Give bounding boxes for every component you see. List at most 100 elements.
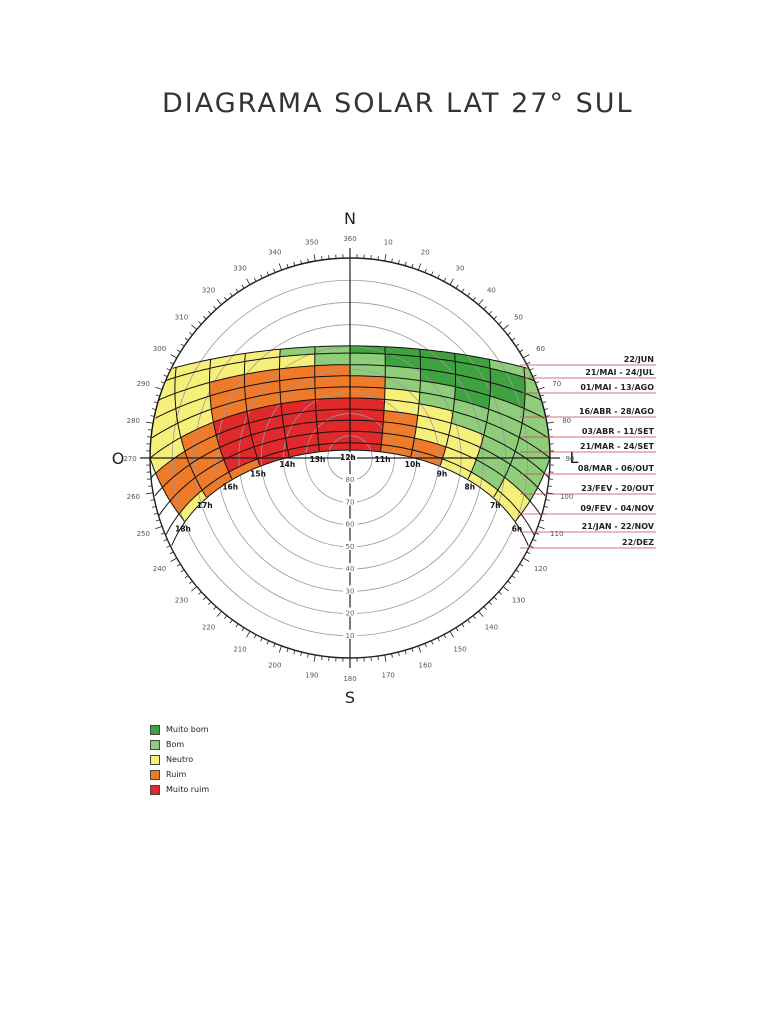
azimuth-tick — [235, 288, 239, 293]
zone-cell — [490, 382, 525, 409]
azimuth-tick — [153, 512, 158, 515]
diagram-labels: 360 10 20 30 40 50 60 70 80 90 100 110 120 130 140 150 1… — [112, 209, 656, 707]
azimuth-label: 180 — [343, 675, 356, 683]
azimuth-tick — [532, 374, 537, 378]
zone-cell — [350, 345, 386, 354]
azimuth-tick — [241, 284, 245, 289]
azimuth-tick — [313, 654, 316, 662]
azimuth-tick — [391, 653, 393, 658]
azimuth-tick — [300, 259, 303, 265]
zone-cell — [219, 435, 255, 460]
azimuth-tick — [411, 263, 414, 268]
hour-curve — [410, 349, 421, 457]
azimuth-tick — [411, 648, 414, 653]
azimuth-tick — [537, 526, 545, 530]
azimuth-tick — [449, 278, 454, 285]
azimuth-label: 200 — [268, 662, 281, 670]
azimuth-tick — [170, 354, 177, 359]
zone-cell — [245, 392, 281, 412]
azimuth-tick — [273, 268, 276, 273]
cardinal-east: L — [570, 448, 579, 467]
azimuth-tick — [213, 306, 217, 310]
date-label: 09/FEV - 04/NOV — [580, 504, 654, 513]
azimuth-tick — [278, 263, 282, 271]
azimuth-tick — [246, 631, 251, 638]
azimuth-tick — [540, 519, 545, 522]
azimuth-tick — [273, 643, 276, 648]
azimuth-label: 230 — [175, 596, 188, 604]
azimuth-tick — [184, 337, 189, 341]
azimuth-tick — [483, 606, 487, 610]
azimuth-label: 70 — [552, 380, 561, 388]
azimuth-label: 320 — [202, 286, 215, 294]
azimuth-label: 190 — [305, 672, 318, 680]
legend-label: Neutro — [166, 755, 194, 764]
azimuth-tick — [455, 284, 459, 289]
zone-cell — [246, 403, 283, 424]
azimuth-label: 110 — [550, 530, 563, 538]
zone-cell — [175, 359, 211, 378]
altitude-label: 40 — [346, 565, 355, 573]
azimuth-tick — [163, 374, 168, 378]
zone-cell — [287, 444, 320, 458]
azimuth-tick — [146, 492, 154, 495]
altitude-label-bg — [343, 607, 357, 617]
diagram-title: DIAGRAMA SOLAR LAT 27° SUL — [162, 88, 634, 119]
zone-cell — [454, 386, 490, 410]
azimuth-tick — [180, 343, 185, 347]
azimuth-tick — [241, 627, 245, 632]
azimuth-tick — [146, 421, 154, 424]
azimuth-tick — [449, 631, 454, 638]
zone-cell — [515, 437, 550, 474]
hour-label: 14h — [279, 460, 295, 469]
hour-label: 6h — [512, 525, 523, 534]
zone-cell — [175, 382, 210, 409]
altitude-label: 10 — [346, 632, 355, 640]
azimuth-label: 80 — [562, 417, 571, 425]
azimuth-tick — [253, 634, 257, 639]
azimuth-tick — [488, 310, 492, 315]
azimuth-tick — [483, 306, 487, 310]
azimuth-tick — [153, 401, 158, 404]
legend-swatch — [150, 724, 160, 735]
zone-cell — [316, 409, 350, 422]
azimuth-tick — [424, 643, 427, 648]
azimuth-label: 50 — [514, 314, 523, 322]
altitude-label-bg — [343, 518, 357, 528]
zone-cell — [223, 446, 258, 473]
azimuth-tick — [535, 381, 540, 384]
zone-cell — [455, 374, 491, 396]
azimuth-tick — [488, 601, 492, 606]
azimuth-tick — [169, 551, 174, 555]
altitude-label: 80 — [346, 476, 355, 484]
sun-path-curves — [149, 345, 551, 546]
zone-cell — [489, 359, 525, 378]
azimuth-tick — [443, 277, 447, 282]
hour-label: 11h — [375, 455, 391, 464]
zone-cell — [314, 345, 350, 354]
azimuth-tick — [529, 368, 534, 371]
zone-cell — [279, 365, 315, 381]
zone-cell — [254, 438, 288, 459]
azimuth-label: 30 — [456, 264, 465, 272]
zone-cell — [155, 377, 176, 412]
azimuth-label: 290 — [137, 380, 150, 388]
azimuth-tick — [246, 278, 251, 285]
hour-label: 17h — [197, 501, 213, 510]
zone-cell — [488, 395, 525, 424]
azimuth-tick — [286, 263, 289, 268]
zone-cell — [412, 438, 446, 459]
zone-cell — [150, 423, 181, 458]
zone-cell — [175, 368, 210, 394]
date-label: 21/MAI - 24/JUL — [585, 368, 654, 377]
legend-item: Neutro — [150, 752, 209, 767]
hour-curve — [515, 385, 551, 522]
azimuth-tick — [542, 401, 547, 404]
azimuth-tick — [180, 569, 185, 573]
date-label: 21/MAR - 24/SET — [580, 442, 655, 451]
azimuth-tick — [235, 623, 239, 628]
zone-cell — [228, 458, 260, 480]
azimuth-label: 170 — [382, 672, 395, 680]
azimuth-label: 140 — [485, 624, 498, 632]
zone-cell — [248, 415, 284, 436]
